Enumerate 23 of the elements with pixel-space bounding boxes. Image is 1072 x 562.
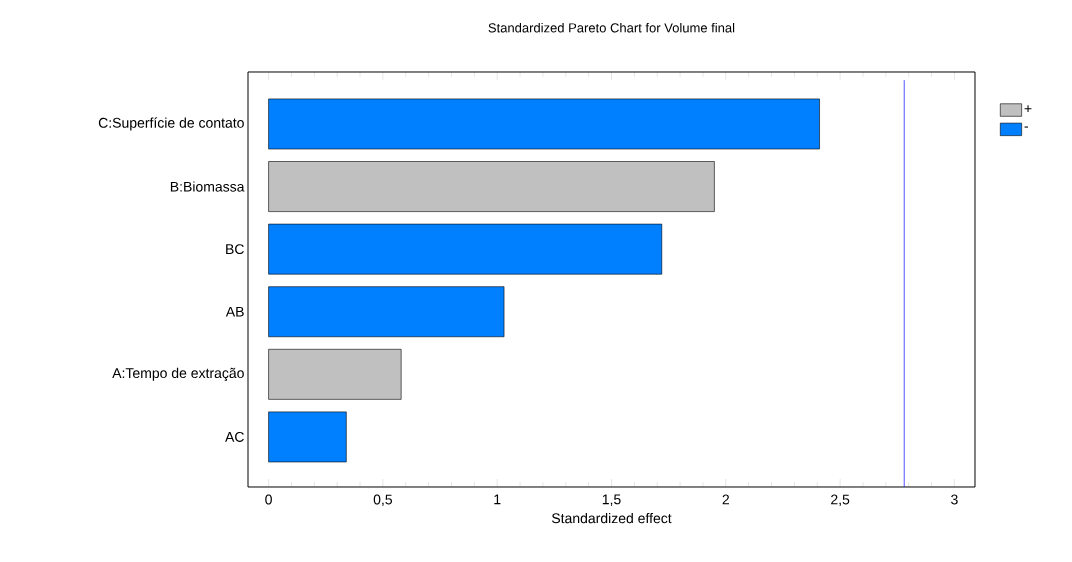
- x-tick-label: 2: [722, 494, 729, 505]
- y-tick-label: A:Tempo de extração: [112, 367, 244, 381]
- bar: [268, 411, 347, 463]
- bar: [268, 348, 402, 400]
- x-tick-label: 1,5: [602, 494, 621, 506]
- bar: [268, 286, 505, 338]
- y-tick-label: AB: [225, 306, 244, 317]
- x-tick-label: 2,5: [831, 494, 850, 507]
- y-tick-label: BC: [226, 244, 244, 255]
- x-axis-title: Standardized effect: [551, 512, 672, 524]
- x-tick-label: 0: [265, 494, 272, 505]
- chart-title: Standardized Pareto Chart for Volume final: [488, 22, 735, 33]
- bar: [268, 161, 715, 212]
- x-tick-label: 0,5: [373, 494, 393, 507]
- y-tick-label: B:Biomassa: [170, 181, 245, 192]
- legend-label: +: [1024, 105, 1032, 113]
- legend-label: -: [1024, 126, 1028, 128]
- y-tick-label: C:Superfície de contato: [98, 117, 244, 131]
- x-tick-label: 3: [951, 494, 958, 505]
- bar: [268, 98, 820, 150]
- x-tick-label: 1: [494, 494, 501, 505]
- bar: [268, 223, 663, 275]
- y-tick-label: AC: [225, 431, 244, 442]
